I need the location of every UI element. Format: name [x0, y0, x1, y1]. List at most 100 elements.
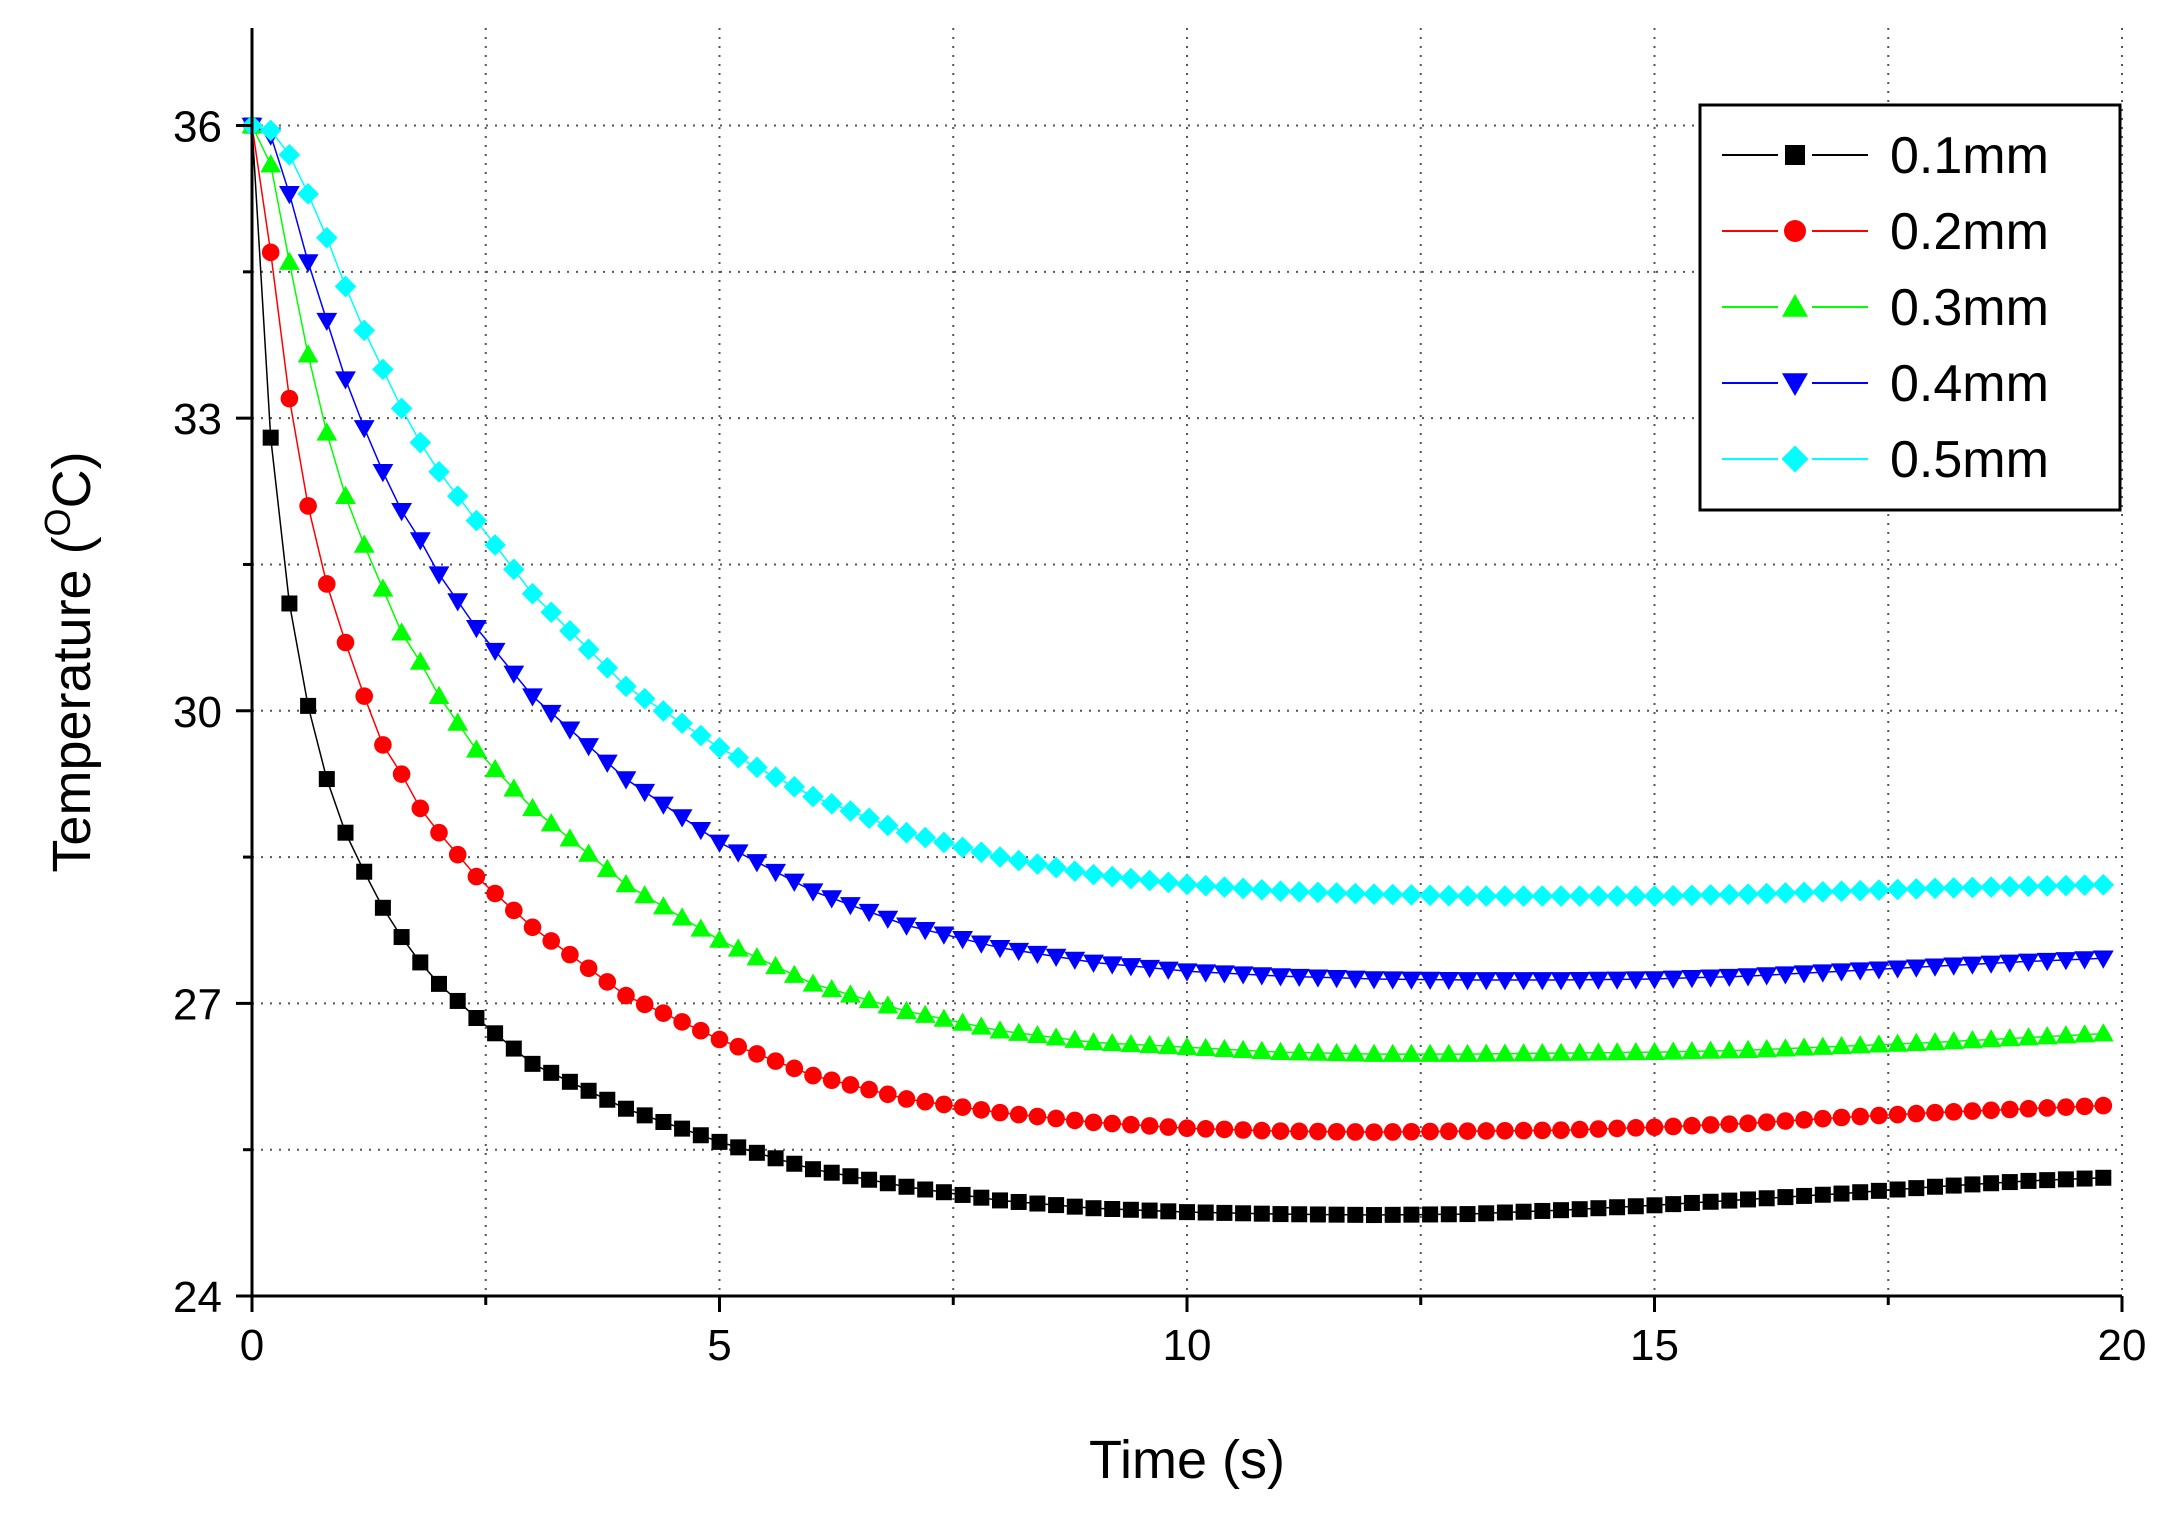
data-point	[1756, 967, 1778, 986]
data-point	[1048, 1197, 1065, 1214]
data-point	[858, 989, 880, 1009]
data-point	[353, 534, 375, 553]
data-point	[766, 1052, 785, 1070]
data-point	[2076, 1170, 2093, 1187]
data-point	[561, 945, 579, 964]
data-point	[393, 929, 410, 946]
data-point	[503, 558, 525, 581]
data-point	[335, 371, 356, 390]
data-point	[1886, 878, 1909, 901]
data-point	[1740, 1191, 1756, 1208]
data-point	[748, 1045, 766, 1063]
data-point	[821, 978, 843, 998]
data-point	[692, 1021, 710, 1040]
series-0.3mm	[241, 115, 2114, 1062]
data-point	[1515, 1203, 1532, 1220]
ticks: 0 5 10 15 20 24 27 30 33 36	[173, 103, 2146, 1370]
data-point	[279, 186, 300, 205]
data-point	[1422, 1206, 1439, 1223]
data-point	[2073, 874, 2096, 896]
data-point	[634, 783, 656, 803]
data-point	[1888, 1105, 1907, 1124]
data-point	[1868, 961, 1890, 980]
data-point	[335, 485, 356, 504]
data-point	[1160, 1203, 1177, 1220]
data-point	[953, 1098, 972, 1116]
data-point	[1926, 1103, 1944, 1122]
data-point	[1328, 1206, 1345, 1223]
data-point	[1849, 879, 1871, 902]
data-point	[1625, 885, 1647, 907]
data-point	[1665, 1196, 1682, 1213]
data-point	[579, 959, 598, 978]
x-tick-label: 0	[240, 1321, 264, 1370]
data-point	[334, 275, 357, 298]
data-point	[1122, 1201, 1139, 1218]
data-point	[409, 651, 431, 670]
data-point	[1104, 1200, 1121, 1217]
data-point	[1064, 1029, 1086, 1048]
data-point	[991, 1103, 1009, 1122]
data-point	[578, 738, 599, 757]
data-point	[447, 712, 469, 731]
legend: 0.1mm 0.2mm 0.3mm 0.4mm 0.5mm	[1698, 103, 2122, 512]
data-point	[1777, 1189, 1794, 1206]
data-point	[374, 899, 391, 916]
data-point	[1588, 1042, 1609, 1061]
data-point	[1644, 1041, 1665, 1060]
data-point	[1999, 1028, 2021, 1047]
data-point	[1401, 971, 1422, 990]
data-point	[1309, 1122, 1327, 1141]
data-point	[1178, 1119, 1196, 1138]
data-point	[1214, 1038, 1235, 1058]
legend-item: 0.1mm	[1722, 127, 2049, 185]
legend-marker	[1781, 445, 1809, 473]
x-tick-label: 15	[1630, 1321, 1679, 1370]
data-point	[278, 144, 301, 166]
data-point	[316, 422, 338, 441]
data-point	[1699, 884, 1722, 906]
data-point	[1140, 1117, 1159, 1135]
data-point	[1440, 1206, 1457, 1223]
data-point	[671, 712, 693, 735]
data-point	[390, 397, 413, 420]
data-point	[1531, 972, 1553, 991]
data-point	[1812, 881, 1834, 903]
data-point	[2074, 1024, 2095, 1043]
data-point	[805, 1161, 821, 1178]
legend-item: 0.5mm	[1722, 431, 2049, 489]
data-point	[2001, 1174, 2018, 1191]
data-point	[2075, 1097, 2094, 1116]
data-point	[1253, 1205, 1270, 1222]
data-point	[1812, 964, 1834, 983]
data-point	[559, 828, 581, 847]
data-point	[896, 917, 917, 936]
y-tick-label: 24	[173, 1273, 222, 1322]
data-point	[1606, 885, 1628, 907]
data-point	[617, 986, 635, 1005]
data-point	[1101, 1032, 1123, 1052]
data-point	[1344, 970, 1366, 989]
data-point	[2036, 875, 2058, 897]
data-point	[783, 873, 805, 892]
data-point	[1980, 955, 2002, 974]
data-point	[1531, 885, 1554, 907]
data-point	[1366, 1207, 1382, 1224]
data-point	[1755, 882, 1778, 905]
data-point	[615, 873, 637, 893]
data-point	[1251, 1040, 1273, 1059]
data-point	[1718, 1040, 1740, 1059]
data-point	[1849, 962, 1871, 981]
data-point	[729, 1037, 747, 1056]
data-point	[1363, 971, 1385, 990]
data-point	[561, 1073, 578, 1090]
data-point	[1550, 1042, 1572, 1061]
data-point	[710, 1030, 729, 1049]
data-point	[748, 1144, 765, 1161]
data-point	[2020, 1172, 2037, 1189]
data-point	[297, 344, 319, 363]
data-point	[1213, 876, 1236, 898]
data-point	[1681, 884, 1703, 907]
data-point	[2017, 875, 2040, 898]
data-point	[917, 1181, 934, 1198]
